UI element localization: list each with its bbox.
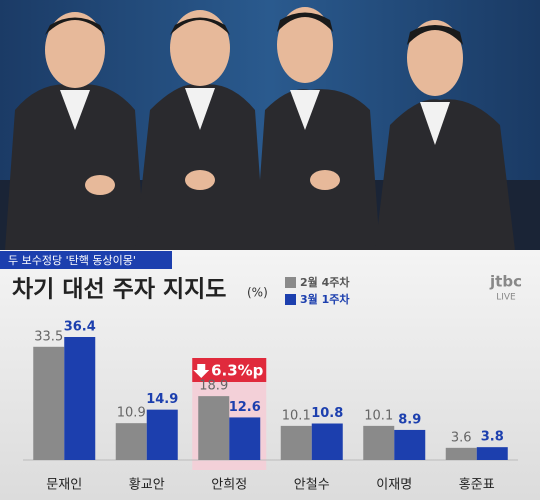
legend-swatch [285, 277, 296, 288]
value-label: 10.9 [117, 406, 146, 421]
annotation: 6.3%p [211, 362, 264, 380]
bar [394, 429, 426, 460]
photo [0, 0, 540, 251]
x-tick-label: 이재명 [376, 478, 412, 493]
x-tick-label: 안철수 [294, 478, 330, 493]
value-label: 33.5 [34, 329, 63, 344]
bar [33, 346, 65, 460]
x-tick-label: 홍준표 [459, 478, 495, 493]
bar [280, 425, 312, 460]
logo-status: LIVE [496, 293, 516, 303]
chart-title: 차기 대선 주자 지지도 [12, 277, 226, 303]
down-arrow [193, 364, 210, 378]
value-label: 10.1 [364, 408, 393, 423]
value-label: 3.8 [481, 430, 504, 445]
bar [445, 447, 477, 460]
ticker: 두 보수정당 '탄핵 동상이몽' [8, 254, 136, 267]
bar [115, 423, 147, 460]
ticker-box [0, 251, 172, 269]
x-tick-label: 안희정 [211, 478, 247, 493]
value-label: 10.8 [311, 406, 343, 421]
bar [229, 417, 261, 460]
plot: 2월 4주차 3월 1주차 6.3%p 33.536.4 문재인 10.914.9 황교안 1… [23, 275, 518, 493]
value-label: 36.4 [64, 320, 96, 335]
bar [198, 396, 230, 460]
value-label: 18.9 [199, 379, 228, 394]
unit: (%) [247, 286, 268, 300]
value-label: 10.1 [282, 408, 311, 423]
value-label: 8.9 [398, 412, 421, 427]
bar [311, 423, 343, 460]
legend-label: 3월 1주차 [300, 292, 350, 306]
value-label: 12.6 [229, 400, 261, 415]
bar [363, 425, 395, 460]
value-label: 14.9 [146, 392, 178, 407]
value-label: 3.6 [451, 430, 472, 445]
logo-brand: jtbc [489, 273, 522, 291]
x-tick-label: 문재인 [46, 478, 82, 493]
x-tick-label: 황교안 [129, 478, 165, 493]
bar [64, 337, 96, 460]
bar [476, 447, 508, 460]
bar [146, 409, 178, 460]
legend-swatch [285, 294, 296, 305]
legend-label: 2월 4주차 [300, 275, 350, 289]
